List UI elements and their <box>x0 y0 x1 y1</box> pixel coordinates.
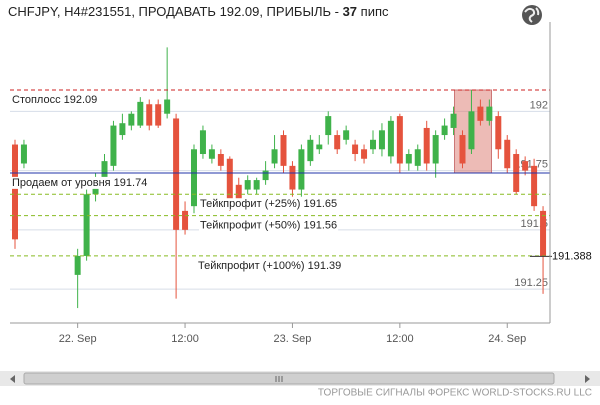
candle-body <box>173 118 180 230</box>
candle-body <box>12 144 18 240</box>
scroll-right[interactable] <box>585 375 590 383</box>
title-text: CHFJPY, H4#231551, ПРОДАВАТЬ 192.09, ПРИ… <box>8 4 343 19</box>
candle-body <box>495 116 502 150</box>
level-label-bg <box>199 198 339 211</box>
globe-icon[interactable] <box>522 5 542 25</box>
scroll-left[interactable] <box>10 375 15 383</box>
candle-body <box>217 154 224 166</box>
title-profit: 37 <box>343 4 357 19</box>
x-tick-label: 12:00 <box>386 333 414 345</box>
candle-body <box>289 165 296 190</box>
y-tick-label: 191.25 <box>514 277 548 289</box>
candle-body <box>531 165 538 207</box>
level-label-bg <box>197 259 343 272</box>
candle-body <box>101 161 108 181</box>
scrollbar[interactable] <box>0 371 600 386</box>
level-label: Тейкпрофит (+100%) 191.39 <box>198 260 341 272</box>
candle-body <box>432 135 439 164</box>
level-label-bg <box>11 176 149 189</box>
candle-body <box>235 184 242 204</box>
candle-body <box>414 149 421 166</box>
candle-body <box>352 144 359 155</box>
candle-body <box>343 130 350 140</box>
level-label: Продаем от уровня 191.74 <box>12 177 147 189</box>
last-price-label: 191.388 <box>552 250 592 262</box>
candle-body <box>396 116 403 164</box>
globe-land <box>524 7 540 23</box>
candle-body <box>155 104 162 126</box>
candle-body <box>477 106 484 121</box>
candle-body <box>280 135 287 166</box>
scroll-thumb[interactable] <box>23 372 555 385</box>
candle-body <box>244 180 251 190</box>
candle-body <box>271 149 278 164</box>
candle-body <box>441 125 448 136</box>
candle-body <box>119 123 126 136</box>
candle-body <box>191 149 197 207</box>
candle-body <box>387 120 394 157</box>
candle-body <box>522 161 529 171</box>
candle-body <box>504 139 511 169</box>
x-tick-label: 12:00 <box>171 333 199 345</box>
candle-body <box>83 194 90 256</box>
candle-body <box>110 125 117 166</box>
x-tick-label: 23. Sep <box>273 333 311 345</box>
candle-body <box>486 106 493 121</box>
scroll-grip <box>275 376 283 382</box>
level-label: Тейкпрофит (+25%) 191.65 <box>200 198 337 210</box>
candle-body <box>405 154 412 164</box>
candle-body <box>307 139 314 162</box>
candle-body <box>137 101 144 126</box>
candle-body <box>316 144 323 150</box>
candle-body <box>253 180 260 190</box>
candle-body <box>298 149 305 190</box>
candle-body <box>128 113 135 126</box>
x-tick-label: 24. Sep <box>488 333 526 345</box>
y-tick-label: 192 <box>530 99 548 111</box>
chart-title: CHFJPY, H4#231551, ПРОДАВАТЬ 192.09, ПРИ… <box>8 4 389 19</box>
candle-body <box>182 210 189 230</box>
candle-body <box>459 135 466 164</box>
candle-body <box>325 116 332 136</box>
candle-body <box>540 210 547 257</box>
candle-body <box>468 111 475 150</box>
candle-body <box>20 144 27 164</box>
candle-body <box>164 99 171 114</box>
candle-body <box>378 130 385 150</box>
title-unit: пипс <box>357 4 389 19</box>
level-label: Стоплосс 192.09 <box>12 94 97 106</box>
candle-body <box>370 139 376 150</box>
candle-body <box>208 149 215 159</box>
candle-body <box>226 158 233 207</box>
candle-body <box>146 104 153 126</box>
footer: ТОРГОВЫЕ СИГНАЛЫ ФОРЕКС WORLD-STOCKS.RU … <box>318 388 592 399</box>
candle-body <box>334 135 341 150</box>
candle-body <box>199 130 206 155</box>
level-label: Тейкпрофит (+50%) 191.56 <box>200 220 337 232</box>
level-label-bg <box>199 219 339 232</box>
candle-body <box>361 149 368 159</box>
candle-body <box>450 113 457 128</box>
candle-body <box>74 255 81 275</box>
x-tick-label: 22. Sep <box>59 333 97 345</box>
candle-body <box>262 170 269 181</box>
candle-body <box>423 127 430 164</box>
